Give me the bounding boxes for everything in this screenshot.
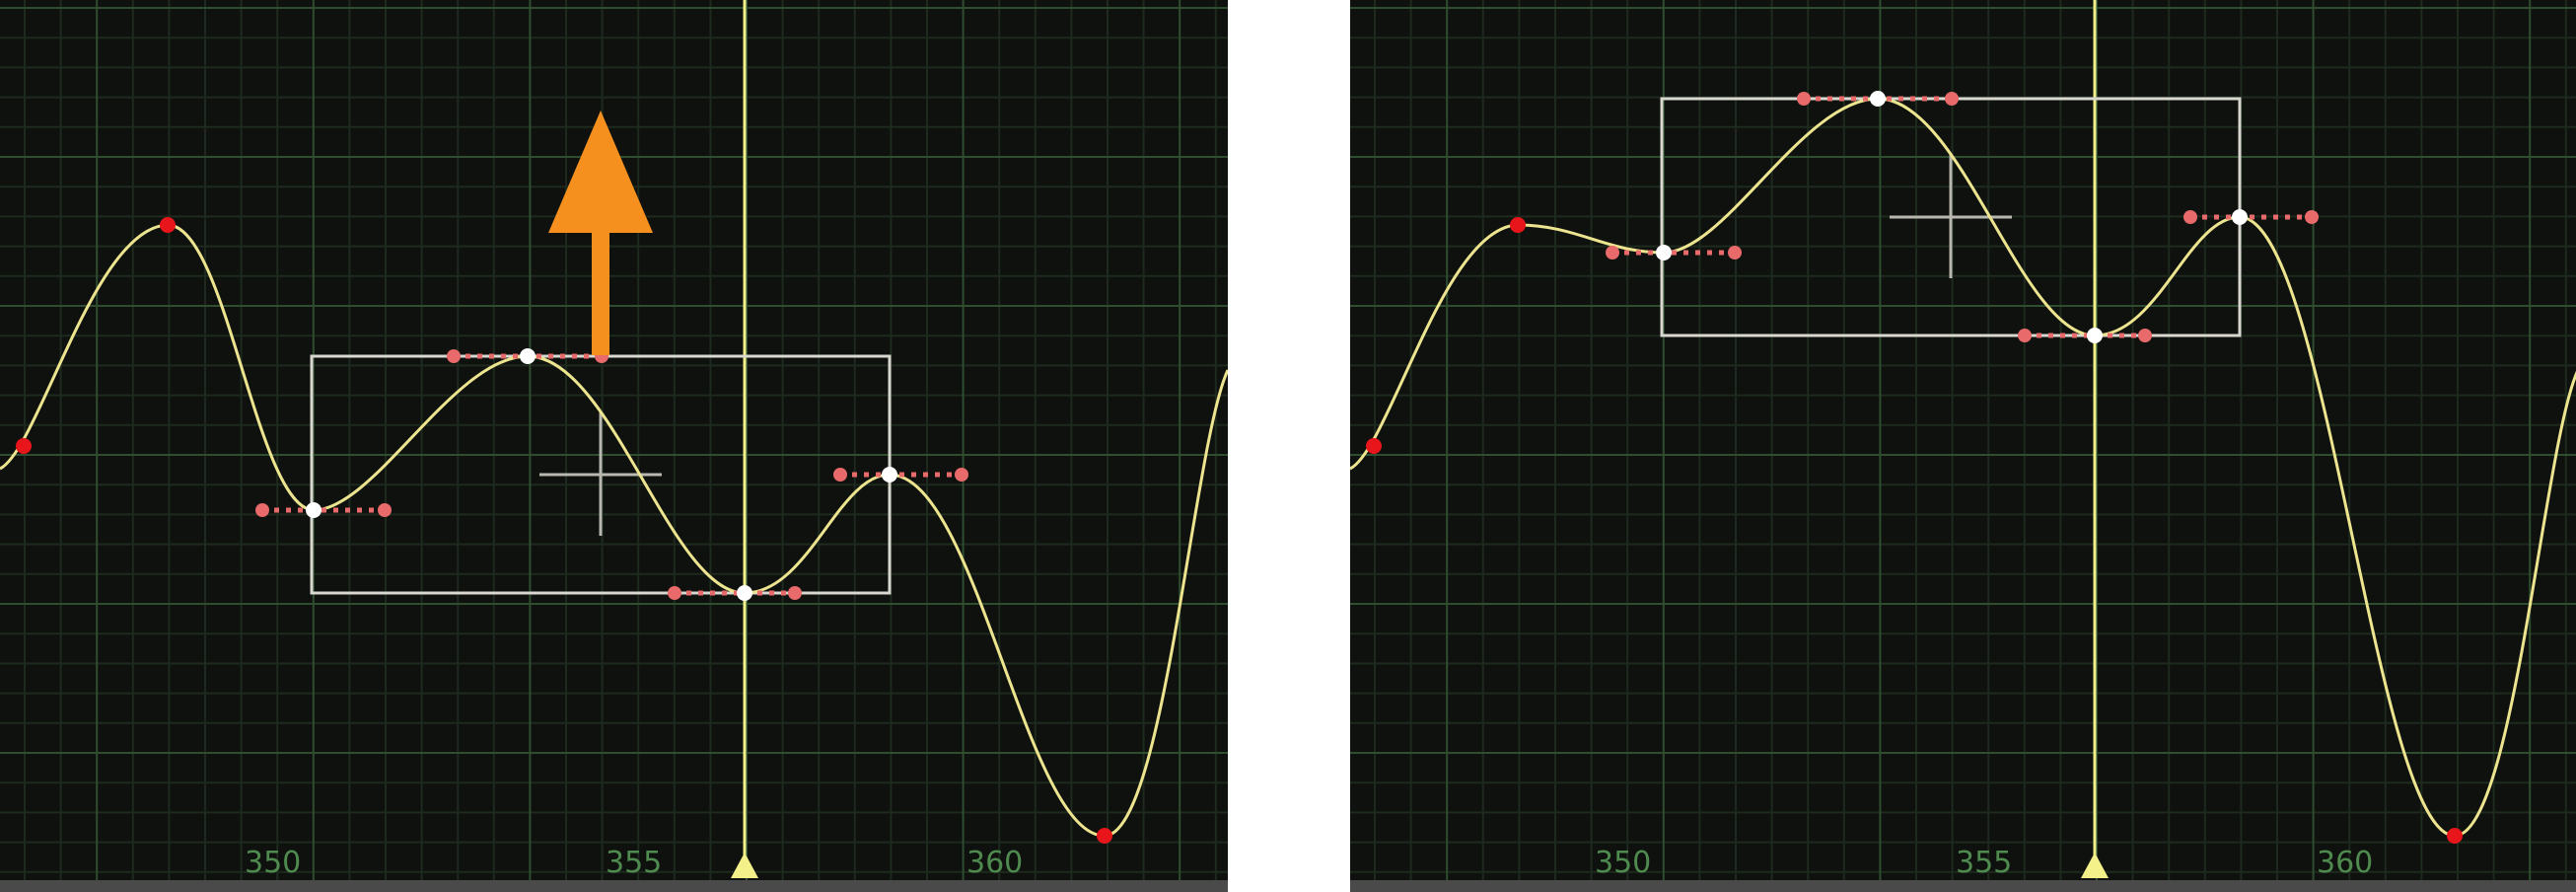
tangent-handle-points[interactable] — [1606, 92, 2319, 342]
tangent-handle-point[interactable] — [955, 468, 968, 482]
keyframe-selected[interactable] — [882, 467, 897, 483]
tick-label-355: 355 — [1956, 846, 2012, 880]
tangent-handle-point[interactable] — [2018, 329, 2032, 342]
tangent-handle-point[interactable] — [1945, 92, 1959, 106]
keyframe[interactable] — [2447, 828, 2463, 844]
selection-center-crosshair-icon — [539, 411, 662, 536]
tangent-handle-points[interactable] — [255, 349, 968, 600]
tangent-handle-point[interactable] — [2183, 210, 2197, 224]
keyframe[interactable] — [160, 217, 176, 233]
keyframe-selected[interactable] — [737, 585, 752, 601]
tangent-handle-point[interactable] — [668, 586, 681, 600]
keyframes[interactable] — [1366, 91, 2463, 844]
bottom-scrollbar[interactable] — [0, 880, 1228, 892]
keyframe-selected[interactable] — [1870, 91, 1886, 107]
keyframe[interactable] — [1097, 828, 1112, 844]
grid — [1350, 0, 2576, 880]
playhead-marker-icon[interactable] — [731, 853, 758, 878]
tangent-handle-point[interactable] — [833, 468, 847, 482]
keyframe-selected[interactable] — [1656, 245, 1672, 260]
keyframe[interactable] — [1366, 438, 1382, 454]
playhead-marker-icon[interactable] — [2081, 853, 2109, 878]
graph-canvas[interactable]: 350 355 360 — [1350, 0, 2576, 892]
arrow-up-icon — [548, 111, 653, 355]
tick-label-350: 350 — [1595, 846, 1651, 880]
graph-editor-after[interactable]: 350 355 360 — [1350, 0, 2576, 892]
selection-center-crosshair-icon — [1890, 154, 2012, 278]
tangent-handle-point[interactable] — [2138, 329, 2152, 342]
keyframe-selected[interactable] — [2232, 209, 2248, 225]
tick-label-360: 360 — [966, 846, 1023, 880]
tick-label-355: 355 — [606, 846, 662, 880]
tangent-handle-point[interactable] — [2305, 210, 2319, 224]
tangent-handle-point[interactable] — [1606, 246, 1619, 260]
tangent-handle-point[interactable] — [788, 586, 802, 600]
keyframe-selected[interactable] — [306, 502, 322, 518]
graph-editor-before[interactable]: 350 355 360 — [0, 0, 1228, 892]
tangent-handle-point[interactable] — [255, 503, 269, 517]
tangent-handle-point[interactable] — [1728, 246, 1742, 260]
tick-label-350: 350 — [245, 846, 301, 880]
tick-label-360: 360 — [2317, 846, 2373, 880]
tangent-handle-point[interactable] — [447, 349, 461, 363]
keyframe-selected[interactable] — [520, 348, 536, 364]
graph-canvas[interactable]: 350 355 360 — [0, 0, 1228, 892]
grid — [0, 0, 1228, 880]
keyframe[interactable] — [1510, 217, 1526, 233]
keyframe-selected[interactable] — [2087, 328, 2103, 343]
keyframes[interactable] — [16, 217, 1112, 844]
tangent-handle-point[interactable] — [378, 503, 392, 517]
bottom-scrollbar[interactable] — [1350, 880, 2576, 892]
animation-curve[interactable] — [0, 223, 1228, 838]
tick-labels: 350 355 360 — [245, 846, 1023, 880]
tick-labels: 350 355 360 — [1595, 846, 2373, 880]
animation-curve[interactable] — [1350, 97, 2576, 838]
keyframe[interactable] — [16, 438, 32, 454]
tangent-handle-point[interactable] — [1797, 92, 1811, 106]
